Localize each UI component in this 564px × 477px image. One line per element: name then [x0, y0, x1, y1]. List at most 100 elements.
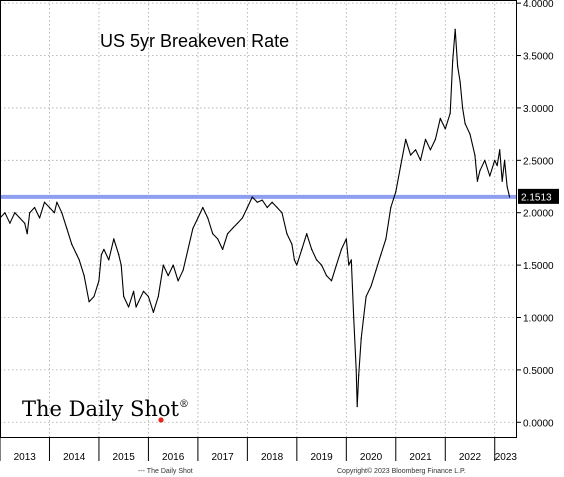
data-point: [48, 206, 51, 209]
series-group: [0, 28, 511, 408]
data-point: [474, 154, 476, 156]
data-point: [83, 274, 85, 277]
data-point: [98, 280, 100, 282]
reference-value-flag: [518, 188, 559, 204]
data-point: [348, 264, 350, 266]
data-point: [207, 217, 209, 219]
data-point: [38, 217, 41, 219]
data-point: [197, 217, 199, 219]
data-point: [246, 206, 248, 209]
data-point: [405, 138, 407, 140]
data-point: [61, 212, 63, 214]
watermark-logo: The Daily Shot®: [22, 397, 189, 421]
data-point: [496, 164, 498, 167]
y-tick-label: 3.0000: [523, 104, 554, 115]
data-point: [414, 149, 417, 151]
series-line: [0, 28, 511, 408]
data-point: [231, 227, 234, 230]
data-point: [26, 233, 28, 235]
data-point: [360, 337, 362, 340]
data-point: [330, 280, 333, 282]
data-point: [66, 227, 68, 230]
data-point: [504, 159, 506, 161]
y-tick-label: 2.5000: [523, 156, 554, 167]
data-point: [476, 180, 479, 182]
y-tick-label: 4.0000: [523, 0, 554, 10]
data-point: [147, 295, 150, 298]
data-point: [454, 28, 456, 30]
data-point: [222, 248, 224, 250]
data-point: [439, 117, 441, 120]
data-point: [29, 212, 31, 214]
watermark-text: The Daily Shot: [22, 397, 180, 421]
data-point: [276, 206, 278, 209]
data-point: [142, 290, 145, 292]
data-point: [429, 149, 432, 151]
data-point: [76, 254, 78, 256]
reference-value-label: 2.1513: [521, 192, 552, 203]
data-point: [108, 259, 110, 261]
data-point: [457, 65, 459, 67]
data-point: [335, 264, 338, 266]
x-tick-label: 2023: [495, 452, 518, 463]
data-point: [177, 280, 179, 282]
data-point: [358, 374, 360, 376]
data-point: [306, 233, 308, 235]
data-point: [266, 206, 268, 209]
data-point: [484, 159, 486, 161]
y-tick-label: 0.5000: [523, 366, 554, 377]
data-point: [261, 199, 263, 201]
data-point: [137, 301, 140, 303]
data-point: [424, 138, 427, 140]
data-point: [157, 295, 159, 298]
y-tick-label: 2.0000: [523, 209, 554, 220]
data-point: [78, 259, 80, 261]
x-tick-label: 2015: [113, 452, 136, 463]
grid-lines: [0, 0, 517, 438]
plot-background: [0, 0, 517, 438]
data-point: [103, 248, 105, 250]
x-tick-label: 2014: [63, 452, 86, 463]
y-tick-label: 0.0000: [523, 418, 554, 429]
data-point: [499, 149, 501, 151]
data-point: [9, 222, 11, 224]
data-point: [395, 191, 397, 193]
footer-right: Copyright© 2023 Bloomberg Finance L.P.: [337, 467, 466, 475]
data-point: [452, 60, 454, 62]
y-tick-label: 1.0000: [523, 313, 554, 324]
data-point: [182, 269, 184, 271]
data-point: [291, 243, 293, 245]
data-point: [100, 254, 103, 256]
data-point: [353, 316, 355, 319]
footer-left: --- The Daily Shot: [138, 468, 193, 475]
data-point: [469, 133, 471, 135]
data-point: [444, 128, 446, 130]
x-tick-label: 2013: [14, 452, 37, 463]
data-point: [316, 259, 318, 261]
data-point: [93, 295, 95, 298]
data-point: [120, 264, 122, 266]
data-point: [410, 154, 412, 156]
data-point: [449, 112, 451, 114]
data-point: [167, 274, 169, 277]
data-point: [4, 212, 6, 214]
data-point: [43, 201, 46, 203]
data-point: [162, 264, 164, 266]
data-point: [296, 264, 298, 266]
data-point: [501, 180, 503, 182]
data-point: [241, 217, 244, 219]
data-point: [88, 301, 90, 303]
data-point: [135, 306, 137, 308]
data-point: [251, 196, 253, 198]
data-point: [293, 259, 295, 261]
data-point: [325, 274, 328, 277]
data-point: [365, 295, 367, 298]
data-point: [187, 248, 189, 250]
data-point: [286, 233, 288, 235]
data-point: [461, 107, 464, 109]
data-point: [506, 185, 508, 188]
x-tick-label: 2021: [409, 452, 432, 463]
data-point: [202, 206, 204, 209]
data-point: [56, 201, 58, 203]
data-point: [479, 170, 481, 172]
